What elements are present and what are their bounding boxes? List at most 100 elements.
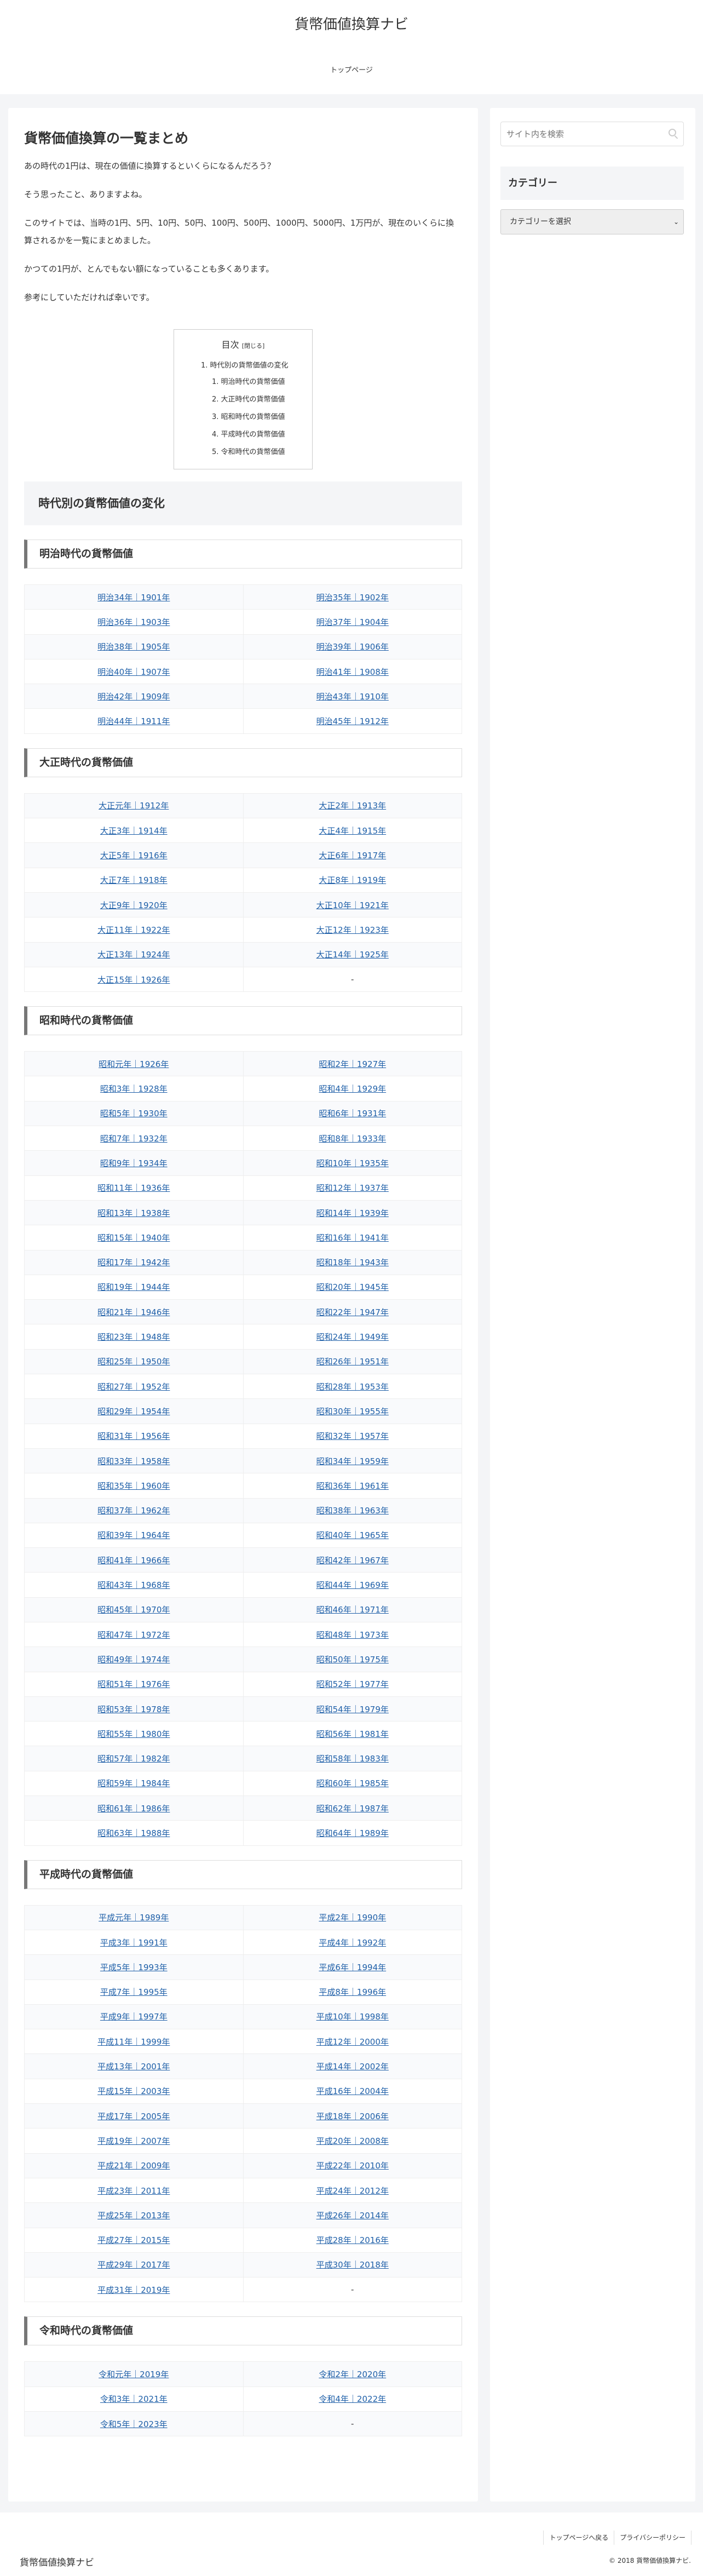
year-link[interactable]: 平成29年｜2017年 <box>97 2260 170 2270</box>
year-link[interactable]: 昭和46年｜1971年 <box>316 1605 389 1615</box>
site-title[interactable]: 貨幣価値換算ナビ <box>294 16 408 33</box>
year-link[interactable]: 昭和20年｜1945年 <box>316 1282 389 1293</box>
toc-link[interactable]: 平成時代の貨幣価値 <box>221 426 288 444</box>
year-link[interactable]: 昭和59年｜1984年 <box>97 1778 170 1789</box>
year-link[interactable]: 大正2年｜1913年 <box>319 801 387 811</box>
year-link[interactable]: 平成5年｜1993年 <box>100 1962 168 1972</box>
year-link[interactable]: 平成14年｜2002年 <box>316 2062 389 2072</box>
year-link[interactable]: 平成17年｜2005年 <box>97 2111 170 2121</box>
year-link[interactable]: 平成19年｜2007年 <box>97 2136 170 2146</box>
year-link[interactable]: 大正11年｜1922年 <box>97 925 170 935</box>
year-link[interactable]: 昭和41年｜1966年 <box>97 1555 170 1565</box>
year-link[interactable]: 令和4年｜2022年 <box>319 2394 387 2405</box>
year-link[interactable]: 平成30年｜2018年 <box>316 2260 389 2270</box>
year-link[interactable]: 平成23年｜2011年 <box>97 2185 170 2196</box>
year-link[interactable]: 平成元年｜1989年 <box>99 1913 169 1923</box>
year-link[interactable]: 明治34年｜1901年 <box>97 592 170 603</box>
year-link[interactable]: 昭和30年｜1955年 <box>316 1406 389 1416</box>
year-link[interactable]: 昭和53年｜1978年 <box>97 1704 170 1714</box>
year-link[interactable]: 昭和18年｜1943年 <box>316 1258 389 1268</box>
year-link[interactable]: 昭和26年｜1951年 <box>316 1357 389 1367</box>
year-link[interactable]: 昭和43年｜1968年 <box>97 1580 170 1591</box>
year-link[interactable]: 明治40年｜1907年 <box>97 667 170 677</box>
footer-site-title[interactable]: 貨幣価値換算ナビ <box>20 2557 94 2568</box>
year-link[interactable]: 昭和34年｜1959年 <box>316 1456 389 1466</box>
year-link[interactable]: 平成8年｜1996年 <box>319 1987 387 1998</box>
year-link[interactable]: 令和3年｜2021年 <box>100 2394 168 2405</box>
year-link[interactable]: 昭和48年｜1973年 <box>316 1630 389 1640</box>
year-link[interactable]: 昭和25年｜1950年 <box>97 1357 170 1367</box>
footer-link-top[interactable]: トップページへ戻る <box>543 2531 614 2545</box>
year-link[interactable]: 昭和42年｜1967年 <box>316 1555 389 1565</box>
year-link[interactable]: 昭和23年｜1948年 <box>97 1332 170 1342</box>
year-link[interactable]: 昭和16年｜1941年 <box>316 1232 389 1243</box>
year-link[interactable]: 明治36年｜1903年 <box>97 617 170 627</box>
year-link[interactable]: 昭和57年｜1982年 <box>97 1754 170 1764</box>
year-link[interactable]: 昭和62年｜1987年 <box>316 1803 389 1814</box>
year-link[interactable]: 平成12年｜2000年 <box>316 2036 389 2047</box>
year-link[interactable]: 令和2年｜2020年 <box>319 2370 387 2380</box>
year-link[interactable]: 平成28年｜2016年 <box>316 2235 389 2246</box>
year-link[interactable]: 昭和28年｜1953年 <box>316 1381 389 1392</box>
year-link[interactable]: 平成21年｜2009年 <box>97 2161 170 2171</box>
year-link[interactable]: 大正10年｜1921年 <box>316 900 389 910</box>
year-link[interactable]: 平成3年｜1991年 <box>100 1937 168 1948</box>
toc-link[interactable]: 時代別の貨幣価値の変化 <box>210 362 289 370</box>
year-link[interactable]: 昭和10年｜1935年 <box>316 1158 389 1168</box>
year-link[interactable]: 昭和19年｜1944年 <box>97 1282 170 1293</box>
year-link[interactable]: 大正12年｜1923年 <box>316 925 389 935</box>
year-link[interactable]: 昭和14年｜1939年 <box>316 1208 389 1218</box>
year-link[interactable]: 平成13年｜2001年 <box>97 2062 170 2072</box>
year-link[interactable]: 昭和45年｜1970年 <box>97 1605 170 1615</box>
year-link[interactable]: 平成9年｜1997年 <box>100 2012 168 2022</box>
year-link[interactable]: 大正6年｜1917年 <box>319 851 387 861</box>
year-link[interactable]: 昭和36年｜1961年 <box>316 1481 389 1491</box>
search-icon[interactable] <box>669 129 676 136</box>
year-link[interactable]: 昭和37年｜1962年 <box>97 1506 170 1516</box>
year-link[interactable]: 昭和44年｜1969年 <box>316 1580 389 1591</box>
year-link[interactable]: 昭和9年｜1934年 <box>100 1158 168 1168</box>
year-link[interactable]: 平成18年｜2006年 <box>316 2111 389 2121</box>
year-link[interactable]: 昭和55年｜1980年 <box>97 1729 170 1739</box>
year-link[interactable]: 明治45年｜1912年 <box>316 716 389 727</box>
year-link[interactable]: 平成22年｜2010年 <box>316 2161 389 2171</box>
year-link[interactable]: 明治43年｜1910年 <box>316 691 389 702</box>
year-link[interactable]: 昭和47年｜1972年 <box>97 1630 170 1640</box>
toc-toggle[interactable]: [閉じる] <box>241 342 265 349</box>
year-link[interactable]: 平成24年｜2012年 <box>316 2185 389 2196</box>
year-link[interactable]: 昭和33年｜1958年 <box>97 1456 170 1466</box>
toc-link[interactable]: 明治時代の貨幣価値 <box>221 374 288 391</box>
year-link[interactable]: 昭和58年｜1983年 <box>316 1754 389 1764</box>
year-link[interactable]: 昭和5年｜1930年 <box>100 1109 168 1119</box>
year-link[interactable]: 昭和12年｜1937年 <box>316 1183 389 1194</box>
year-link[interactable]: 大正15年｜1926年 <box>97 974 170 985</box>
year-link[interactable]: 昭和2年｜1927年 <box>319 1059 387 1069</box>
year-link[interactable]: 明治41年｜1908年 <box>316 667 389 677</box>
year-link[interactable]: 昭和元年｜1926年 <box>99 1059 169 1069</box>
year-link[interactable]: 令和元年｜2019年 <box>99 2370 169 2380</box>
year-link[interactable]: 昭和17年｜1942年 <box>97 1258 170 1268</box>
year-link[interactable]: 平成31年｜2019年 <box>97 2285 170 2295</box>
year-link[interactable]: 昭和7年｜1932年 <box>100 1133 168 1144</box>
year-link[interactable]: 大正元年｜1912年 <box>99 801 169 811</box>
year-link[interactable]: 昭和60年｜1985年 <box>316 1778 389 1789</box>
year-link[interactable]: 昭和24年｜1949年 <box>316 1332 389 1342</box>
year-link[interactable]: 平成26年｜2014年 <box>316 2210 389 2221</box>
year-link[interactable]: 昭和32年｜1957年 <box>316 1431 389 1442</box>
year-link[interactable]: 大正9年｜1920年 <box>100 900 168 910</box>
year-link[interactable]: 昭和4年｜1929年 <box>319 1084 387 1094</box>
year-link[interactable]: 昭和22年｜1947年 <box>316 1307 389 1317</box>
year-link[interactable]: 大正7年｜1918年 <box>100 875 168 886</box>
year-link[interactable]: 昭和61年｜1986年 <box>97 1803 170 1814</box>
year-link[interactable]: 昭和13年｜1938年 <box>97 1208 170 1218</box>
year-link[interactable]: 昭和52年｜1977年 <box>316 1679 389 1690</box>
year-link[interactable]: 明治37年｜1904年 <box>316 617 389 627</box>
year-link[interactable]: 平成10年｜1998年 <box>316 2012 389 2022</box>
year-link[interactable]: 令和5年｜2023年 <box>100 2419 168 2429</box>
year-link[interactable]: 昭和15年｜1940年 <box>97 1232 170 1243</box>
year-link[interactable]: 昭和39年｜1964年 <box>97 1530 170 1541</box>
year-link[interactable]: 平成7年｜1995年 <box>100 1987 168 1998</box>
year-link[interactable]: 昭和64年｜1989年 <box>316 1828 389 1838</box>
year-link[interactable]: 昭和8年｜1933年 <box>319 1133 387 1144</box>
year-link[interactable]: 大正13年｜1924年 <box>97 950 170 960</box>
